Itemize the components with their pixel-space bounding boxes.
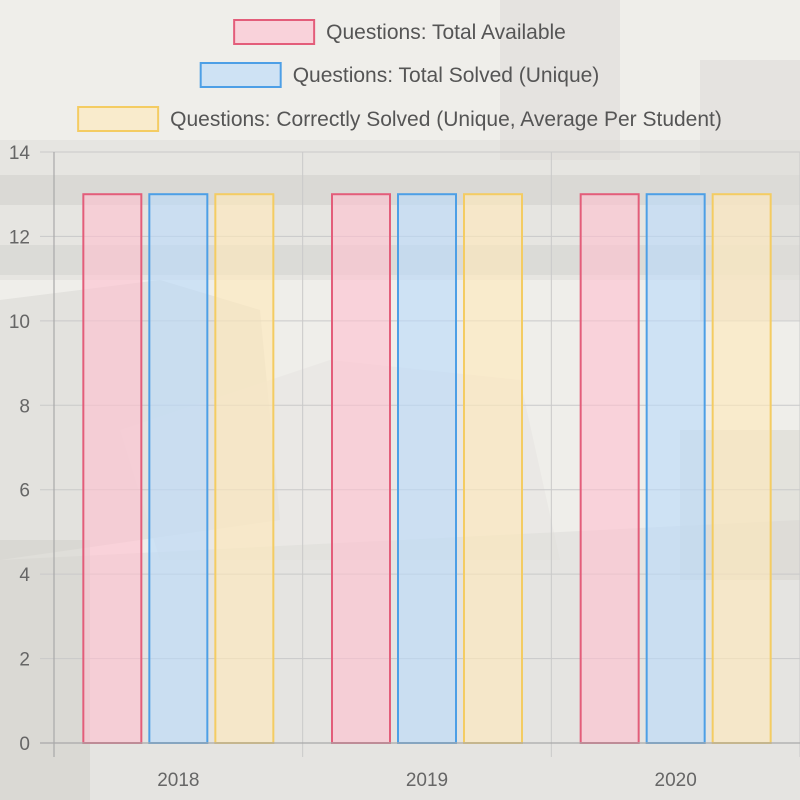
chart-bars — [82, 193, 772, 744]
chart-legend: Questions: Total Available Questions: Tot… — [77, 19, 722, 132]
legend-swatch-2 — [199, 62, 282, 88]
chart-axes: 2018 2019 2020 — [40, 152, 800, 791]
legend-label-3: Questions: Correctly Solved (Unique, Ave… — [170, 108, 722, 131]
y-tick-label: 8 — [19, 396, 30, 417]
y-tick-label: 10 — [9, 312, 30, 333]
bar-2019-series-3 — [463, 193, 523, 744]
legend-label-2: Questions: Total Solved (Unique) — [293, 64, 600, 87]
bar-2020-series-2 — [645, 193, 706, 744]
bar-2019-series-2 — [397, 193, 457, 744]
bar-2018-series-2 — [148, 193, 209, 744]
legend-label-1: Questions: Total Available — [326, 21, 566, 44]
x-tick-label: 2020 — [655, 770, 697, 791]
legend-swatch-3 — [77, 106, 160, 132]
y-tick-label: 4 — [19, 565, 30, 586]
x-tick-label: 2018 — [157, 770, 199, 791]
legend-swatch-1 — [233, 19, 316, 45]
y-tick-label: 6 — [19, 481, 30, 502]
x-tick-label: 2019 — [406, 770, 448, 791]
bar-2019-series-1 — [331, 193, 391, 744]
bar-2020-series-3 — [711, 193, 772, 744]
y-tick-label: 12 — [9, 227, 30, 248]
bar-2020-series-1 — [579, 193, 640, 744]
y-tick-label: 2 — [19, 650, 30, 671]
bar-2018-series-1 — [82, 193, 143, 744]
y-tick-label: 0 — [19, 734, 30, 755]
bar-2018-series-3 — [214, 193, 275, 744]
y-tick-label: 14 — [9, 143, 31, 164]
